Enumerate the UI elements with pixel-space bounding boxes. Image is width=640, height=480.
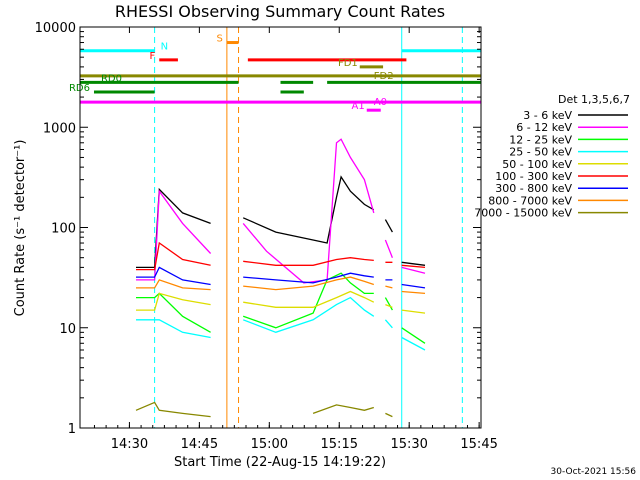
y-tick-label-1: 10 [59, 322, 76, 337]
series-line-4 [136, 290, 426, 314]
flag-label-a1: A1 [352, 101, 365, 112]
x-tick-label-0: 14:30 [111, 437, 148, 452]
legend-label-6: 300 - 800 keV [495, 182, 572, 195]
legend-label-2: 12 - 25 keV [509, 133, 572, 146]
legend-label-5: 100 - 300 keV [495, 170, 572, 183]
series-line-6 [136, 266, 426, 289]
series-line-3 [136, 296, 426, 351]
x-tick-label-5: 15:45 [460, 437, 497, 452]
flag-label-f: F [150, 51, 156, 62]
y-tick-label-2: 100 [51, 222, 76, 237]
y-tick-label-4: 10000 [35, 21, 76, 36]
legend-label-8: 7000 - 15000 keV [474, 207, 572, 220]
flag-label-a0: A0 [374, 97, 387, 108]
plot-area: N S F FD1 FD2 RD0 RD6 A0 A1 [69, 27, 481, 428]
legend-label-7: 800 - 7000 keV [488, 194, 572, 207]
x-axis-label: Start Time (22-Aug-15 14:19:22) [174, 455, 386, 470]
series-line-8 [135, 401, 393, 418]
x-tick-label-3: 15:15 [321, 437, 358, 452]
flag-label-fd1: FD1 [338, 58, 358, 69]
series-line-1 [136, 138, 426, 284]
series-line-2 [136, 272, 426, 344]
flag-label-rd6: RD6 [69, 83, 90, 94]
flag-label-s: S [217, 34, 223, 45]
x-tick-label-1: 14:45 [181, 437, 218, 452]
legend-label-1: 6 - 12 keV [516, 121, 572, 134]
x-tick-label-2: 15:00 [251, 437, 288, 452]
flag-label-fd2: FD2 [374, 71, 394, 82]
chart-title: RHESSI Observing Summary Count Rates [115, 2, 445, 21]
legend-label-0: 3 - 6 keV [523, 109, 572, 122]
flag-label-rd0: RD0 [101, 73, 122, 84]
flag-label-n: N [161, 42, 168, 53]
y-tick-label-3: 1000 [43, 121, 76, 136]
legend-label-4: 50 - 100 keV [502, 158, 572, 171]
series-line-0 [136, 175, 426, 269]
x-tick-label-4: 15:30 [390, 437, 427, 452]
footer-date: 30-Oct-2021 15:56 [551, 467, 637, 477]
legend-label-3: 25 - 50 keV [509, 146, 572, 159]
y-axis-label: Count Rate (s⁻¹ detector⁻¹) [13, 140, 28, 317]
series-line-5 [136, 241, 426, 271]
x-axis: 14:30 14:45 15:00 15:15 15:30 15:45 [93, 27, 498, 452]
series-line-7 [136, 276, 426, 295]
legend-header: Det 1,3,5,6,7 [558, 93, 630, 106]
y-tick-label-0: 1 [68, 422, 76, 437]
y-axis: 1 10 100 1000 10000 [35, 21, 481, 437]
plot-frame [79, 26, 482, 429]
